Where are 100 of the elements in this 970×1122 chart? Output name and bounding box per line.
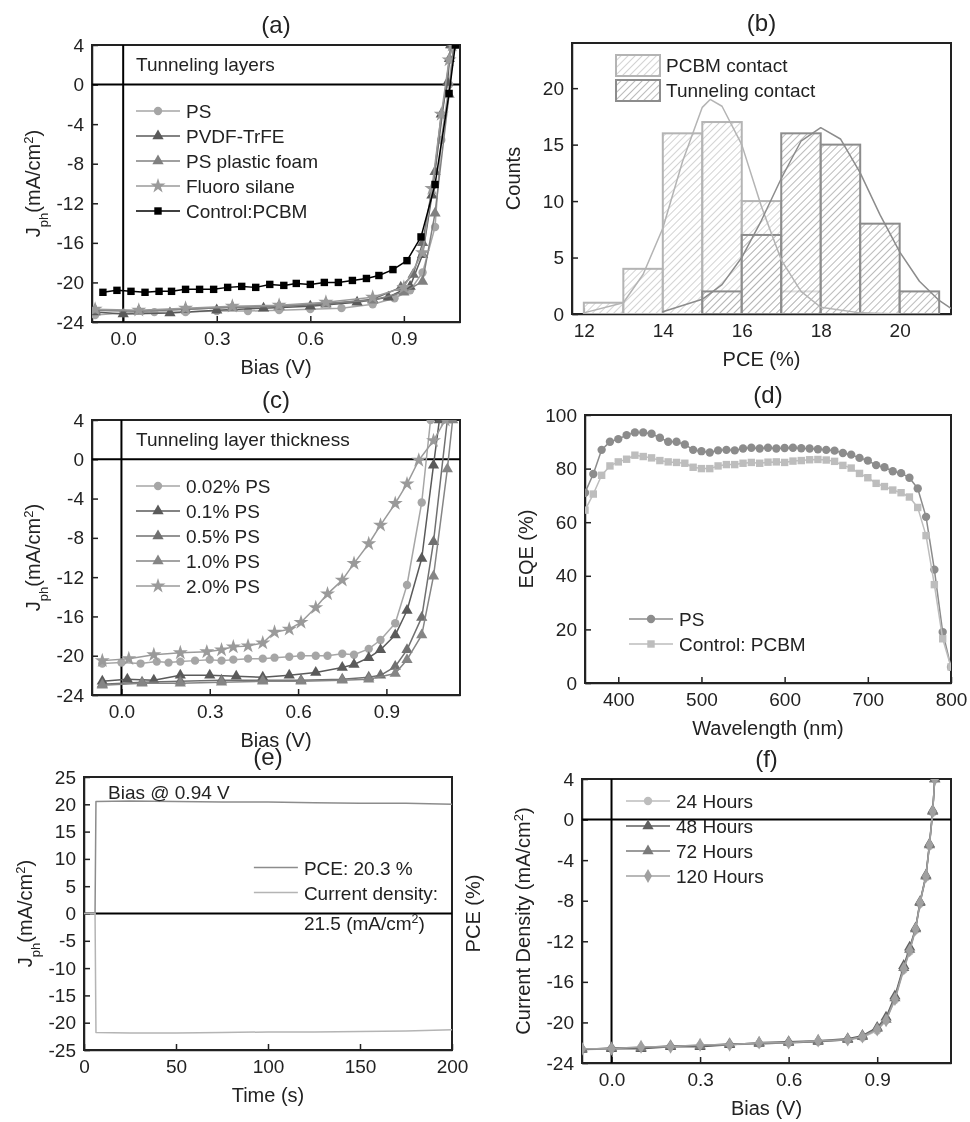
legend-label: Control:PCBM bbox=[186, 201, 308, 222]
y-tick-label: 40 bbox=[555, 565, 577, 587]
legend-label: PCBM contact bbox=[666, 55, 789, 76]
y-tick-label: -24 bbox=[56, 684, 85, 706]
y-axis-title: Counts bbox=[502, 146, 524, 211]
x-tick-label: 150 bbox=[344, 1056, 377, 1078]
chart-title: (c) bbox=[262, 386, 290, 413]
x-tick-label: 0.3 bbox=[204, 328, 231, 350]
x-tick-label: 0.0 bbox=[110, 328, 137, 350]
legend-label: 120 Hours bbox=[676, 866, 764, 887]
legend-title: Tunneling layer thickness bbox=[136, 429, 350, 450]
legend-label: PS bbox=[679, 609, 705, 630]
y-tick-label: 4 bbox=[73, 409, 85, 431]
y-tick-label: 60 bbox=[555, 511, 577, 533]
y-tick-label: 10 bbox=[542, 190, 564, 212]
y-tick-label: -4 bbox=[67, 113, 85, 135]
y-tick-label: 15 bbox=[54, 821, 76, 843]
x-tick-label: 0.9 bbox=[391, 328, 418, 350]
legend-label: PCE: 20.3 % bbox=[303, 857, 413, 879]
y-tick-label: -8 bbox=[67, 527, 84, 549]
legend-label: 0.02% PS bbox=[186, 476, 271, 497]
x-tick-label: 16 bbox=[731, 320, 753, 342]
annotation: Bias @ 0.94 V bbox=[108, 782, 231, 803]
legend-label: Fluoro silane bbox=[186, 176, 295, 197]
x-tick-label: 18 bbox=[810, 320, 832, 342]
y-tick-label: -20 bbox=[48, 1012, 76, 1034]
y-tick-label: -16 bbox=[56, 232, 84, 254]
y-tick-label: 5 bbox=[65, 875, 76, 897]
x-tick-label: 400 bbox=[602, 689, 635, 711]
y-tick-label: 100 bbox=[545, 404, 577, 426]
legend-label: PS bbox=[186, 101, 212, 122]
y-tick-label: 80 bbox=[555, 458, 577, 480]
y-tick-label: 20 bbox=[542, 77, 564, 99]
legend-label: 0.5% PS bbox=[186, 526, 260, 547]
y-tick-label: -10 bbox=[48, 957, 76, 979]
chart-title: (d) bbox=[753, 381, 783, 408]
x-tick-label: 100 bbox=[252, 1056, 285, 1078]
y-tick-label: -25 bbox=[48, 1039, 76, 1061]
legend-label: Current density: 21.5 (mA/cm$^{2}$) bbox=[303, 882, 438, 934]
chart-title: (a) bbox=[261, 11, 291, 38]
y-tick-label: -24 bbox=[56, 311, 85, 333]
y-tick-label: -16 bbox=[56, 606, 84, 628]
y-tick-label: 20 bbox=[54, 793, 76, 815]
legend-label: PS plastic foam bbox=[186, 151, 318, 172]
x-axis-title: Wavelength (nm) bbox=[692, 717, 844, 739]
x-axis-title: Bias (V) bbox=[730, 1097, 803, 1119]
legend-label: 48 Hours bbox=[676, 816, 754, 837]
y-tick-label: -20 bbox=[546, 1012, 574, 1034]
x-tick-label: 0.0 bbox=[598, 1069, 626, 1091]
legend-label: 1.0% PS bbox=[186, 551, 260, 572]
y-tick-label: 4 bbox=[563, 768, 575, 790]
x-tick-label: 0.6 bbox=[775, 1069, 803, 1091]
x-tick-label: 200 bbox=[436, 1056, 469, 1078]
y-tick-label: -12 bbox=[56, 192, 84, 214]
y-tick-label: 4 bbox=[73, 34, 85, 56]
y2-axis-title: PCE (%) bbox=[462, 874, 484, 953]
y-tick-label: 5 bbox=[553, 247, 564, 269]
y-tick-label: -4 bbox=[557, 849, 575, 871]
x-tick-label: 0.3 bbox=[197, 701, 224, 723]
legend-label: Tunneling contact bbox=[666, 80, 816, 101]
y-tick-label: -20 bbox=[56, 645, 84, 667]
y-axis-title: EQE (%) bbox=[515, 509, 537, 589]
legend-label: 24 Hours bbox=[676, 791, 754, 812]
y-tick-label: -4 bbox=[67, 488, 85, 510]
x-tick-label: 600 bbox=[769, 689, 801, 711]
y-tick-label: -15 bbox=[48, 984, 76, 1006]
y-tick-label: 0 bbox=[73, 74, 84, 96]
legend-label: 72 Hours bbox=[676, 841, 754, 862]
y-tick-label: -16 bbox=[546, 971, 574, 993]
y-tick-label: -8 bbox=[557, 890, 574, 912]
y-tick-label: 0 bbox=[65, 903, 76, 925]
x-tick-label: 0.6 bbox=[285, 701, 312, 723]
y-tick-label: 10 bbox=[54, 848, 76, 870]
x-tick-label: 0.3 bbox=[687, 1069, 714, 1091]
y-tick-label: 20 bbox=[555, 618, 577, 640]
y-tick-label: -5 bbox=[59, 930, 76, 952]
x-axis-title: Time (s) bbox=[231, 1084, 305, 1106]
y-tick-label: 0 bbox=[553, 303, 564, 325]
y-tick-label: 0 bbox=[563, 809, 574, 831]
x-tick-label: 20 bbox=[889, 320, 911, 342]
y-tick-label: -12 bbox=[56, 566, 84, 588]
x-tick-label: 0.0 bbox=[108, 701, 136, 723]
x-axis-title: PCE (%) bbox=[722, 348, 801, 370]
x-tick-label: 14 bbox=[652, 320, 675, 342]
x-axis-title: Bias (V) bbox=[240, 356, 312, 378]
legend-label: 2.0% PS bbox=[186, 576, 260, 597]
chart-title: (f) bbox=[755, 745, 778, 772]
y-tick-label: 15 bbox=[542, 134, 564, 156]
legend-label: PVDF-TrFE bbox=[186, 126, 285, 147]
y-tick-label: 0 bbox=[566, 672, 577, 694]
x-tick-label: 800 bbox=[935, 689, 968, 711]
y-tick-label: -20 bbox=[56, 272, 84, 294]
x-tick-label: 0.9 bbox=[373, 701, 401, 723]
y-tick-label: -8 bbox=[67, 153, 84, 175]
legend-label: Control: PCBM bbox=[679, 634, 806, 655]
y-tick-label: -12 bbox=[546, 930, 574, 952]
x-tick-label: 0.9 bbox=[864, 1069, 891, 1091]
legend-label: 0.1% PS bbox=[186, 501, 260, 522]
legend-title: Tunneling layers bbox=[136, 54, 275, 75]
y-tick-label: -24 bbox=[546, 1052, 575, 1074]
